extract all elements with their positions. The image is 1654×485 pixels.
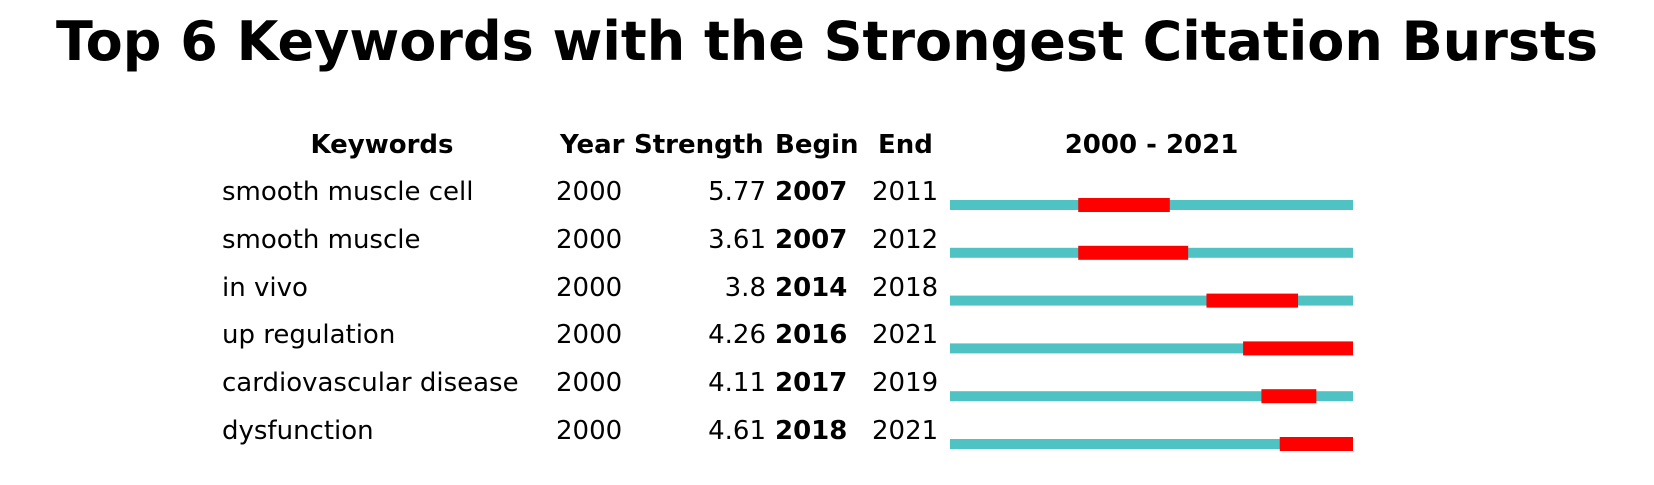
timeline-baseline — [950, 343, 1353, 354]
burst-bar — [1206, 293, 1299, 308]
header-begin: Begin — [775, 130, 859, 160]
begin-cell: 2018 — [775, 416, 848, 446]
end-cell: 2018 — [872, 272, 939, 303]
burst-bar — [1261, 389, 1317, 404]
keyword-cell: up regulation — [222, 320, 396, 351]
keyword-cell: in vivo — [222, 272, 308, 303]
timeline-baseline — [950, 295, 1353, 306]
begin-cell: 2016 — [775, 320, 848, 351]
year-cell: 2000 — [556, 416, 623, 446]
header-year: Year — [560, 130, 625, 160]
end-cell: 2012 — [872, 224, 939, 255]
begin-cell: 2007 — [775, 177, 848, 207]
year-cell: 2000 — [556, 320, 623, 351]
year-cell: 2000 — [556, 177, 623, 207]
year-cell: 2000 — [556, 224, 623, 255]
keyword-cell: smooth muscle cell — [222, 177, 474, 207]
strength-cell: 3.8 — [724, 272, 766, 303]
year-cell: 2000 — [556, 368, 623, 399]
end-cell: 2021 — [872, 320, 939, 351]
strength-cell: 5.77 — [708, 177, 766, 207]
end-cell: 2011 — [872, 177, 939, 207]
end-cell: 2019 — [872, 368, 939, 399]
timeline-baseline — [950, 439, 1353, 449]
header-timeline-range: 2000 - 2021 — [1064, 130, 1239, 160]
header-keywords: Keywords — [310, 130, 454, 160]
strength-cell: 4.61 — [708, 416, 766, 446]
chart-title: Top 6 Keywords with the Strongest Citati… — [56, 10, 1598, 73]
header-end: End — [878, 130, 933, 160]
begin-cell: 2014 — [775, 272, 848, 303]
header-strength: Strength — [634, 130, 764, 160]
year-cell: 2000 — [556, 272, 623, 303]
burst-bar — [1078, 245, 1189, 260]
keyword-cell: dysfunction — [222, 416, 374, 446]
burst-bar — [1279, 437, 1353, 451]
timeline-baseline — [950, 391, 1353, 402]
strength-cell: 4.11 — [708, 368, 766, 399]
begin-cell: 2017 — [775, 368, 848, 399]
burst-bar — [1078, 198, 1170, 212]
strength-cell: 3.61 — [708, 224, 766, 255]
keyword-cell: cardiovascular disease — [222, 368, 519, 399]
burst-bar — [1243, 341, 1353, 356]
end-cell: 2021 — [872, 416, 939, 446]
keyword-cell: smooth muscle — [222, 224, 421, 255]
strength-cell: 4.26 — [708, 320, 766, 351]
begin-cell: 2007 — [775, 224, 848, 255]
